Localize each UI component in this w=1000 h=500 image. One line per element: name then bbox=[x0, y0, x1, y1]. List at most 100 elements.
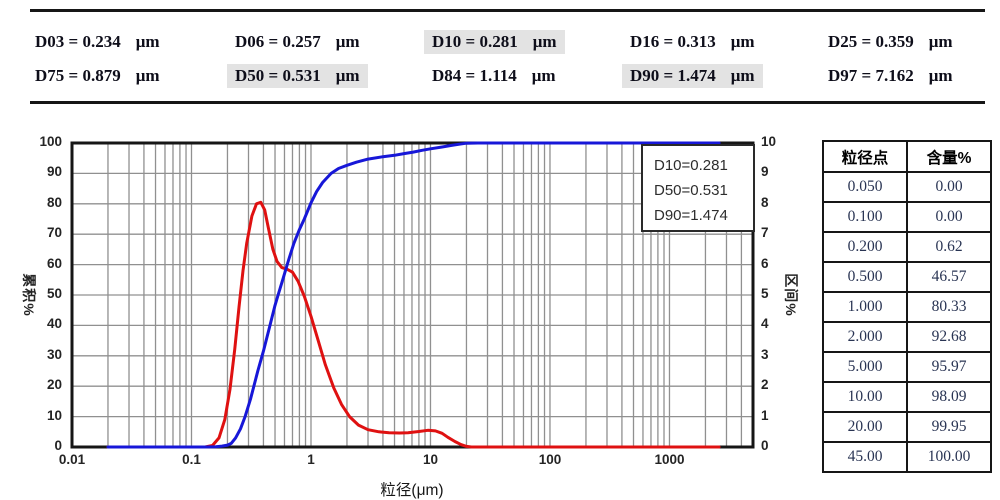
d-value-text: D16 = 0.313 bbox=[630, 32, 716, 51]
table-cell: 10.00 bbox=[822, 381, 908, 413]
d-value-text: D06 = 0.257 bbox=[235, 32, 321, 51]
x-axis-tick-label: 0.1 bbox=[182, 452, 201, 467]
y-axis-tick-label-left: 0 bbox=[54, 438, 62, 453]
d-value-cell: D25 = 0.359 μm bbox=[820, 30, 961, 54]
x-axis-tick-label: 1 bbox=[307, 452, 315, 467]
table-cell: 98.09 bbox=[906, 381, 992, 413]
table-cell: 95.97 bbox=[906, 351, 992, 383]
plot-frame bbox=[70, 141, 755, 449]
d-value-text: D25 = 0.359 bbox=[828, 32, 914, 51]
d-value-text: D75 = 0.879 bbox=[35, 66, 121, 85]
x-axis-title: 粒径(μm) bbox=[380, 482, 444, 499]
d-value-unit: μm bbox=[928, 66, 953, 85]
d-value-cell: D97 = 7.162 μm bbox=[820, 64, 961, 88]
table-cell: 0.62 bbox=[906, 231, 992, 263]
right-axis-title: 区间% bbox=[783, 273, 799, 317]
header-bottom-rule bbox=[30, 101, 985, 104]
y-axis-tick-label-left: 40 bbox=[46, 316, 62, 332]
d-value-cell: D75 = 0.879 μm bbox=[27, 64, 168, 88]
d-value-text: D84 = 1.114 bbox=[432, 66, 517, 85]
table-cell: 0.00 bbox=[906, 171, 992, 203]
table-cell: 20.00 bbox=[822, 411, 908, 443]
table-row: 2.000 92.68 bbox=[822, 321, 992, 353]
y-axis-tick-label-right: 0 bbox=[761, 438, 769, 453]
left-axis-title: 累积% bbox=[21, 273, 37, 317]
y-axis-tick-label-left: 30 bbox=[46, 346, 62, 362]
table-cell: 99.95 bbox=[906, 411, 992, 443]
x-axis-tick-label: 100 bbox=[538, 452, 562, 467]
d-value-unit: μm bbox=[335, 32, 360, 51]
table-row: 1.000 80.33 bbox=[822, 291, 992, 323]
y-axis-tick-label-right: 5 bbox=[761, 286, 769, 301]
table-row: 0.200 0.62 bbox=[822, 231, 992, 263]
d-value-text: D10 = 0.281 bbox=[432, 32, 518, 51]
d-value-cell: D50 = 0.531 μm bbox=[227, 64, 368, 88]
header-top-rule bbox=[30, 9, 985, 12]
y-axis-tick-label-left: 90 bbox=[46, 164, 62, 180]
table-cell: 80.33 bbox=[906, 291, 992, 323]
d-value-cell: D84 = 1.114 μm bbox=[424, 64, 564, 88]
table-header-cell: 含量% bbox=[906, 140, 992, 173]
x-axis-tick-label: 1000 bbox=[654, 452, 685, 467]
d-values-row-1: D03 = 0.234 μm D06 = 0.257 μm D10 = 0.281 μm D… bbox=[0, 30, 1000, 56]
y-axis-tick-label-right: 2 bbox=[761, 377, 769, 393]
d-value-unit: μm bbox=[928, 32, 953, 51]
table-row: 0.100 0.00 bbox=[822, 201, 992, 233]
y-axis-tick-label-left: 60 bbox=[46, 255, 62, 271]
table-cell: 0.00 bbox=[906, 201, 992, 233]
table-cell: 0.500 bbox=[822, 261, 908, 293]
y-axis-tick-label-right: 8 bbox=[761, 194, 769, 210]
y-axis-tick-label-left: 80 bbox=[46, 194, 62, 210]
table-cell: 0.200 bbox=[822, 231, 908, 263]
table-cell: 92.68 bbox=[906, 321, 992, 353]
d-value-cell: D16 = 0.313 μm bbox=[622, 30, 763, 54]
d-value-unit: μm bbox=[730, 66, 755, 85]
table-row: 45.00 100.00 bbox=[822, 441, 992, 473]
table-cell: 0.100 bbox=[822, 201, 908, 233]
d-value-text: D03 = 0.234 bbox=[35, 32, 121, 51]
y-axis-tick-label-right: 6 bbox=[761, 255, 769, 271]
legend-entry: D90=1.474 bbox=[654, 207, 728, 224]
frequency-curve bbox=[106, 200, 721, 449]
d-value-text: D50 = 0.531 bbox=[235, 66, 321, 85]
y-axis-tick-label-right: 10 bbox=[761, 134, 777, 149]
d-value-text: D90 = 1.474 bbox=[630, 66, 716, 85]
table-row: 5.000 95.97 bbox=[822, 351, 992, 383]
d-values-row-2: D75 = 0.879 μm D50 = 0.531 μm D84 = 1.114 μm D… bbox=[0, 64, 1000, 90]
cumulative-curve bbox=[106, 141, 721, 449]
legend-entry: D10=0.281 bbox=[654, 157, 728, 174]
d-value-unit: μm bbox=[135, 66, 160, 85]
d-value-unit: μm bbox=[730, 32, 755, 51]
d-value-text: D97 = 7.162 bbox=[828, 66, 914, 85]
x-axis-tick-label: 10 bbox=[422, 452, 438, 467]
y-axis-tick-label-right: 7 bbox=[761, 225, 769, 241]
d-value-unit: μm bbox=[135, 32, 160, 51]
table-header-cell: 粒径点 bbox=[822, 140, 908, 173]
d-value-unit: μm bbox=[531, 66, 556, 85]
y-axis-tick-label-left: 100 bbox=[39, 134, 62, 149]
y-axis-tick-label-left: 20 bbox=[46, 377, 62, 393]
d-value-cell: D10 = 0.281 μm bbox=[424, 30, 565, 54]
y-axis-tick-label-left: 70 bbox=[46, 225, 62, 241]
table-cell: 1.000 bbox=[822, 291, 908, 323]
table-row: 10.00 98.09 bbox=[822, 381, 992, 413]
content-table: 粒径点 含量% 0.050 0.00 0.100 0.00 0.200 0.62 0.500 46… bbox=[822, 140, 992, 473]
y-axis-tick-label-right: 3 bbox=[761, 346, 769, 362]
d-value-unit: μm bbox=[335, 66, 360, 85]
table-cell: 2.000 bbox=[822, 321, 908, 353]
table-cell: 0.050 bbox=[822, 171, 908, 203]
x-axis-tick-label: 0.01 bbox=[58, 452, 86, 467]
y-axis-tick-label-right: 4 bbox=[761, 316, 769, 332]
table-row: 0.500 46.57 bbox=[822, 261, 992, 293]
d-value-unit: μm bbox=[532, 32, 557, 51]
table-cell: 46.57 bbox=[906, 261, 992, 293]
table-cell: 5.000 bbox=[822, 351, 908, 383]
y-axis-tick-label-right: 9 bbox=[761, 164, 769, 180]
y-axis-tick-label-right: 1 bbox=[761, 407, 769, 423]
legend-box: D10=0.281 D50=0.531 D90=1.474 bbox=[641, 144, 755, 232]
y-axis-tick-label-left: 50 bbox=[46, 286, 62, 301]
legend-entry: D50=0.531 bbox=[654, 182, 728, 199]
table-cell: 100.00 bbox=[906, 441, 992, 473]
